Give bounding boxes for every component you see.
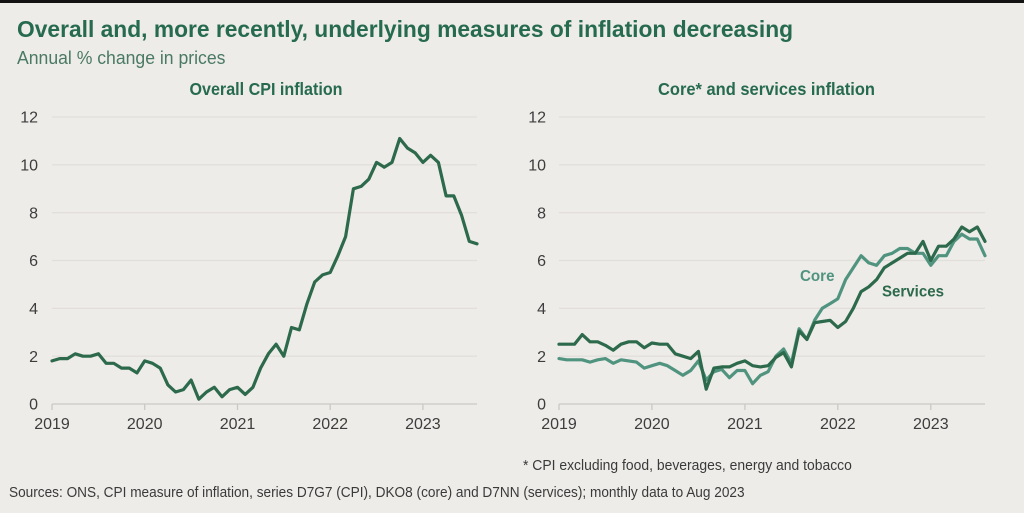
svg-text:12: 12: [528, 110, 546, 127]
svg-text:2: 2: [29, 349, 38, 366]
svg-text:Core* and services inflation: Core* and services inflation: [658, 79, 875, 99]
svg-text:0: 0: [29, 397, 38, 414]
svg-text:8: 8: [29, 205, 38, 222]
svg-text:2019: 2019: [541, 416, 577, 433]
svg-text:2: 2: [537, 349, 546, 366]
svg-text:2020: 2020: [634, 416, 670, 433]
svg-text:6: 6: [537, 253, 546, 270]
svg-text:2021: 2021: [727, 416, 763, 433]
svg-text:4: 4: [537, 301, 546, 318]
svg-text:2022: 2022: [312, 416, 348, 433]
svg-text:2021: 2021: [220, 416, 256, 433]
svg-text:2020: 2020: [127, 416, 163, 433]
svg-text:2023: 2023: [405, 416, 441, 433]
svg-text:2023: 2023: [913, 416, 949, 433]
svg-text:Core: Core: [800, 268, 835, 285]
svg-text:Services: Services: [882, 284, 944, 301]
svg-text:10: 10: [20, 157, 38, 174]
svg-text:12: 12: [20, 110, 38, 127]
svg-text:10: 10: [528, 157, 546, 174]
svg-text:4: 4: [29, 301, 38, 318]
svg-text:6: 6: [29, 253, 38, 270]
svg-text:8: 8: [537, 205, 546, 222]
svg-text:Overall CPI inflation: Overall CPI inflation: [190, 79, 343, 99]
svg-text:0: 0: [537, 397, 546, 414]
svg-text:2019: 2019: [34, 416, 70, 433]
svg-text:2022: 2022: [820, 416, 856, 433]
